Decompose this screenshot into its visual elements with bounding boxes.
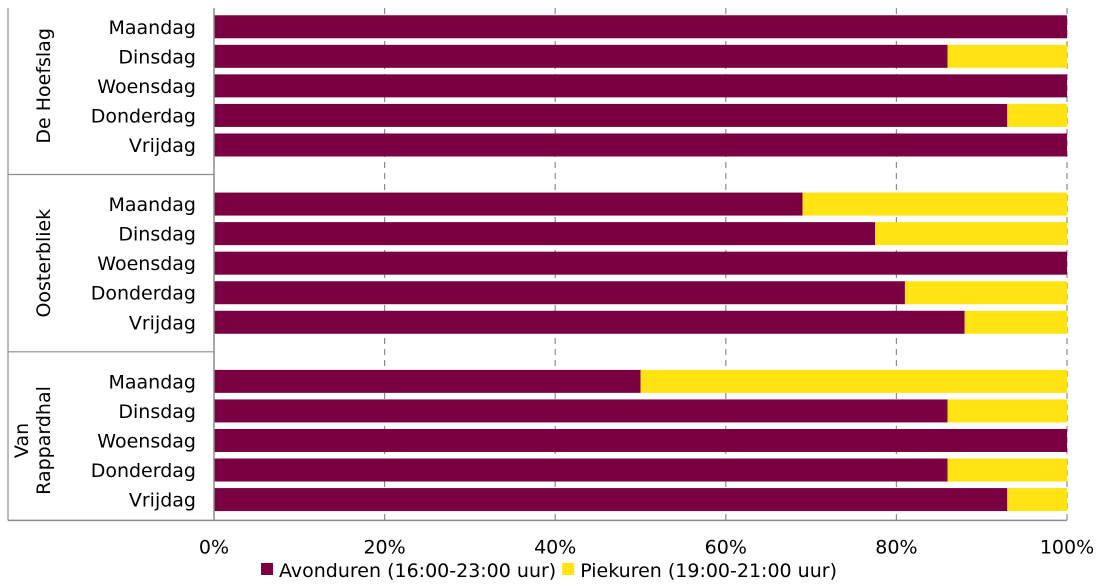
bar-avonduren — [214, 222, 876, 246]
bar-avonduren — [214, 458, 948, 482]
bar-avonduren — [214, 369, 641, 393]
day-label: Dinsdag — [118, 224, 196, 246]
x-tick-label: 60% — [705, 536, 747, 558]
bar-piekuren — [964, 310, 1067, 334]
day-label: Dinsdag — [118, 401, 196, 423]
x-tick-labels: 0% 20% 40% 60% 80% 100% — [199, 536, 1094, 558]
bar-avonduren — [214, 281, 905, 305]
x-tick-label: 80% — [875, 536, 917, 558]
legend-swatch — [261, 563, 274, 575]
legend: Avonduren (16:00-23:00 uur) Piekuren (19:… — [261, 560, 837, 582]
bar-piekuren — [1007, 488, 1067, 512]
day-label: Donderdag — [91, 283, 196, 305]
x-tick-label: 0% — [199, 536, 229, 558]
day-label: Woensdag — [97, 430, 196, 452]
bar-piekuren — [947, 458, 1067, 482]
bar-avonduren — [214, 44, 948, 68]
day-label: Donderdag — [91, 105, 196, 127]
category-labels: Maandag Dinsdag Woensdag Donderdag Vrijdag Ma… — [11, 17, 196, 512]
legend-label: Avonduren (16:00-23:00 uur) — [279, 560, 556, 582]
group-label: Oosterbliek — [33, 209, 55, 318]
day-label: Maandag — [109, 17, 197, 39]
day-label: Maandag — [109, 371, 197, 393]
bar-piekuren — [947, 399, 1067, 423]
bar-avonduren — [214, 428, 1067, 452]
legend-swatch — [562, 563, 575, 575]
bar-avonduren — [214, 133, 1067, 157]
bar-avonduren — [214, 15, 1067, 39]
bars — [214, 15, 1067, 512]
day-label: Dinsdag — [118, 46, 196, 68]
x-tick-label: 20% — [363, 536, 405, 558]
bar-avonduren — [214, 103, 1008, 127]
bar-avonduren — [214, 251, 1067, 275]
bar-avonduren — [214, 192, 803, 216]
bar-piekuren — [947, 44, 1067, 68]
legend-label: Piekuren (19:00-21:00 uur) — [580, 560, 837, 582]
day-label: Maandag — [109, 194, 197, 216]
bar-avonduren — [214, 399, 948, 423]
group-label: Van — [11, 423, 33, 458]
bar-avonduren — [214, 310, 965, 334]
day-label: Vrijdag — [129, 312, 196, 334]
day-label: Vrijdag — [129, 490, 196, 512]
axes — [7, 8, 1067, 522]
bar-avonduren — [214, 488, 1008, 512]
day-label: Woensdag — [97, 253, 196, 275]
group-label: De Hoefslag — [33, 28, 55, 144]
bar-piekuren — [640, 369, 1067, 393]
bar-avonduren — [214, 74, 1067, 98]
day-label: Vrijdag — [129, 135, 196, 157]
day-label: Donderdag — [91, 460, 196, 482]
bar-piekuren — [875, 222, 1067, 246]
bar-piekuren — [904, 281, 1067, 305]
day-label: Woensdag — [97, 76, 196, 98]
bar-piekuren — [1007, 103, 1067, 127]
bar-piekuren — [802, 192, 1067, 216]
x-tick-label: 100% — [1040, 536, 1094, 558]
group-label: Rappardhal — [33, 386, 55, 495]
x-tick-label: 40% — [534, 536, 576, 558]
